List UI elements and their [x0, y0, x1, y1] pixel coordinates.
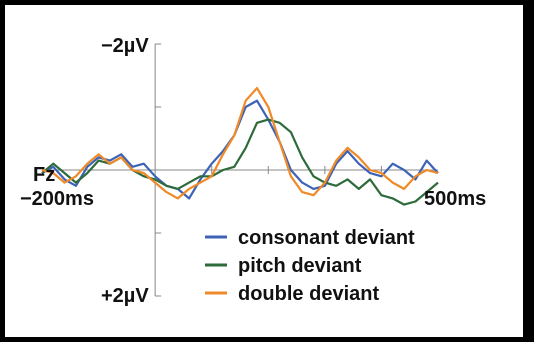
y-top-label: −2µV — [101, 35, 149, 57]
y-bottom-label: +2µV — [101, 285, 149, 307]
x-end-label: 500ms — [424, 188, 486, 210]
legend-label: pitch deviant — [238, 255, 362, 277]
legend: consonant deviant pitch deviant double dev… — [205, 227, 415, 305]
x-start-label: −200ms — [20, 188, 94, 210]
legend-label: consonant deviant — [238, 227, 415, 249]
traces — [41, 87, 439, 206]
trace-line — [41, 87, 439, 200]
channel-label: Fz — [33, 164, 55, 186]
legend-label: double deviant — [238, 283, 379, 305]
trace-line — [41, 118, 439, 206]
